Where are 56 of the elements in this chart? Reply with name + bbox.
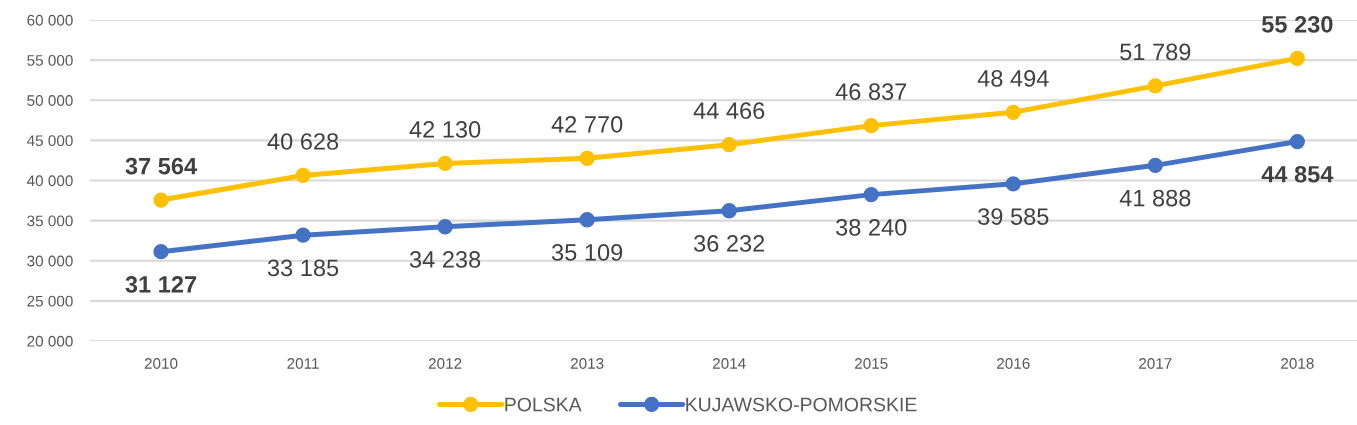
point (1289, 50, 1305, 66)
point (295, 227, 311, 243)
data-label: 38 240 (836, 218, 907, 236)
data-label: 42 130 (409, 121, 481, 138)
data-label: 42 770 (551, 115, 623, 133)
y-tick-label: 45 000 (26, 135, 73, 147)
x-tick-label: 2012 (428, 358, 462, 369)
data-label: 51 789 (1120, 43, 1191, 61)
x-tick-label: 2015 (855, 358, 888, 369)
point (437, 155, 453, 172)
x-tick-label: 2016 (997, 358, 1030, 369)
point (579, 150, 595, 166)
point (295, 167, 311, 184)
point (1005, 176, 1021, 192)
data-label: 48 494 (977, 70, 1049, 87)
data-label: 41 888 (1119, 189, 1191, 207)
point (1289, 133, 1305, 150)
y-tick-label: 30 000 (27, 255, 73, 267)
data-label: 31 127 (125, 276, 197, 293)
data-label: 39 585 (978, 208, 1049, 225)
point (1005, 104, 1021, 120)
data-label: 44 854 (1261, 165, 1334, 183)
point (721, 137, 737, 153)
x-tick-label: 2010 (144, 358, 178, 369)
y-tick-label: 60 000 (27, 14, 73, 26)
x-tick-label: 2018 (1281, 358, 1314, 369)
x-tick-label: 2017 (1139, 358, 1172, 369)
point (437, 219, 453, 235)
y-tick-label: 35 000 (27, 215, 73, 227)
legend-label: KUJAWSKO-POMORSKIE (686, 397, 917, 412)
point (1147, 78, 1163, 94)
x-tick-label: 2011 (287, 358, 319, 369)
data-label: 40 628 (267, 133, 339, 150)
y-tick-label: 40 000 (26, 175, 73, 187)
point (863, 186, 879, 203)
data-label: 34 238 (409, 251, 481, 268)
point (153, 192, 169, 208)
y-tick-label: 20 000 (27, 335, 73, 347)
data-label: 36 232 (693, 235, 765, 252)
y-tick-label: 55 000 (27, 54, 73, 66)
point (579, 212, 595, 228)
data-label: 44 466 (693, 102, 765, 120)
data-label: 46 837 (835, 83, 907, 101)
x-tick-label: 2014 (712, 358, 746, 369)
x-tick-label: 2013 (570, 358, 604, 369)
point (863, 117, 879, 134)
point (153, 244, 169, 260)
data-label: 55 230 (1261, 15, 1333, 33)
point (1147, 157, 1163, 173)
point (721, 203, 737, 219)
data-label: 35 109 (551, 244, 623, 261)
legend-label: POLSKA (505, 397, 582, 412)
y-tick-label: 50 000 (27, 95, 73, 106)
data-label: 33 185 (267, 259, 339, 277)
data-label: 37 564 (125, 157, 198, 175)
y-tick-label: 25 000 (27, 295, 73, 307)
